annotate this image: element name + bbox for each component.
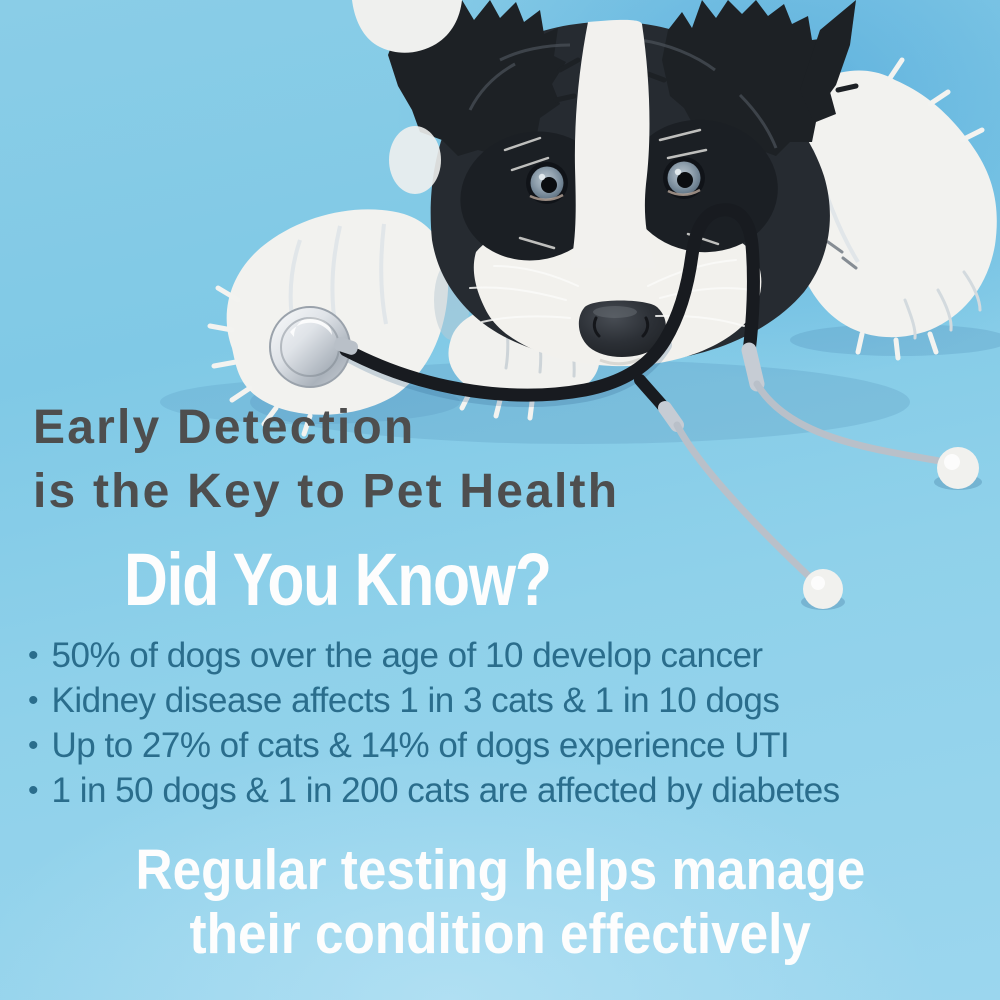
heading-line-1: Early Detection — [33, 401, 416, 454]
heading-line-2: is the Key to Pet Health — [33, 465, 620, 518]
footer-line-2: their condition effectively — [189, 902, 811, 966]
fact-item: • 50% of dogs over the age of 10 develop… — [28, 633, 840, 678]
stethoscope — [269, 203, 982, 610]
fact-item: • Up to 27% of cats & 14% of dogs experi… — [28, 723, 840, 768]
dog-right-ear — [662, 0, 840, 156]
footer-message: Regular testing helps manage their condi… — [0, 838, 1000, 966]
stethoscope-ear-tube-left — [673, 421, 819, 586]
fact-item: • Kidney disease affects 1 in 3 cats & 1… — [28, 678, 840, 723]
fact-text: Up to 27% of cats & 14% of dogs experien… — [51, 725, 790, 765]
fact-list: • 50% of dogs over the age of 10 develop… — [28, 633, 840, 813]
fact-text: 50% of dogs over the age of 10 develop c… — [51, 635, 764, 675]
subheading: Did You Know? — [124, 541, 644, 619]
stethoscope-ear-tube-right — [753, 380, 949, 466]
bullet-icon: • — [28, 728, 39, 762]
dog-left-eye — [526, 162, 568, 204]
fact-text: 1 in 50 dogs & 1 in 200 cats are affecte… — [51, 770, 841, 810]
dog-with-stethoscope-photo — [160, 0, 1000, 610]
main-heading: Early Detection is the Key to Pet Health — [33, 396, 619, 524]
dog-whiskers — [469, 259, 753, 327]
stethoscope-ear-bud-left — [803, 569, 843, 609]
fact-item: • 1 in 50 dogs & 1 in 200 cats are affec… — [28, 768, 840, 813]
dog-right-leg — [787, 57, 997, 361]
bullet-icon: • — [28, 638, 39, 672]
stethoscope-ear-bud-right — [937, 447, 979, 489]
dog-nose — [578, 300, 666, 366]
stethoscope-tube — [339, 203, 760, 402]
dog-right-eye — [663, 157, 705, 199]
bullet-icon: • — [28, 683, 39, 717]
footer-line-1: Regular testing helps manage — [135, 838, 865, 902]
subheading-text: Did You Know? — [124, 538, 552, 621]
bullet-icon: • — [28, 773, 39, 807]
dog-head — [352, 0, 859, 367]
fact-text: Kidney disease affects 1 in 3 cats & 1 i… — [51, 680, 780, 720]
